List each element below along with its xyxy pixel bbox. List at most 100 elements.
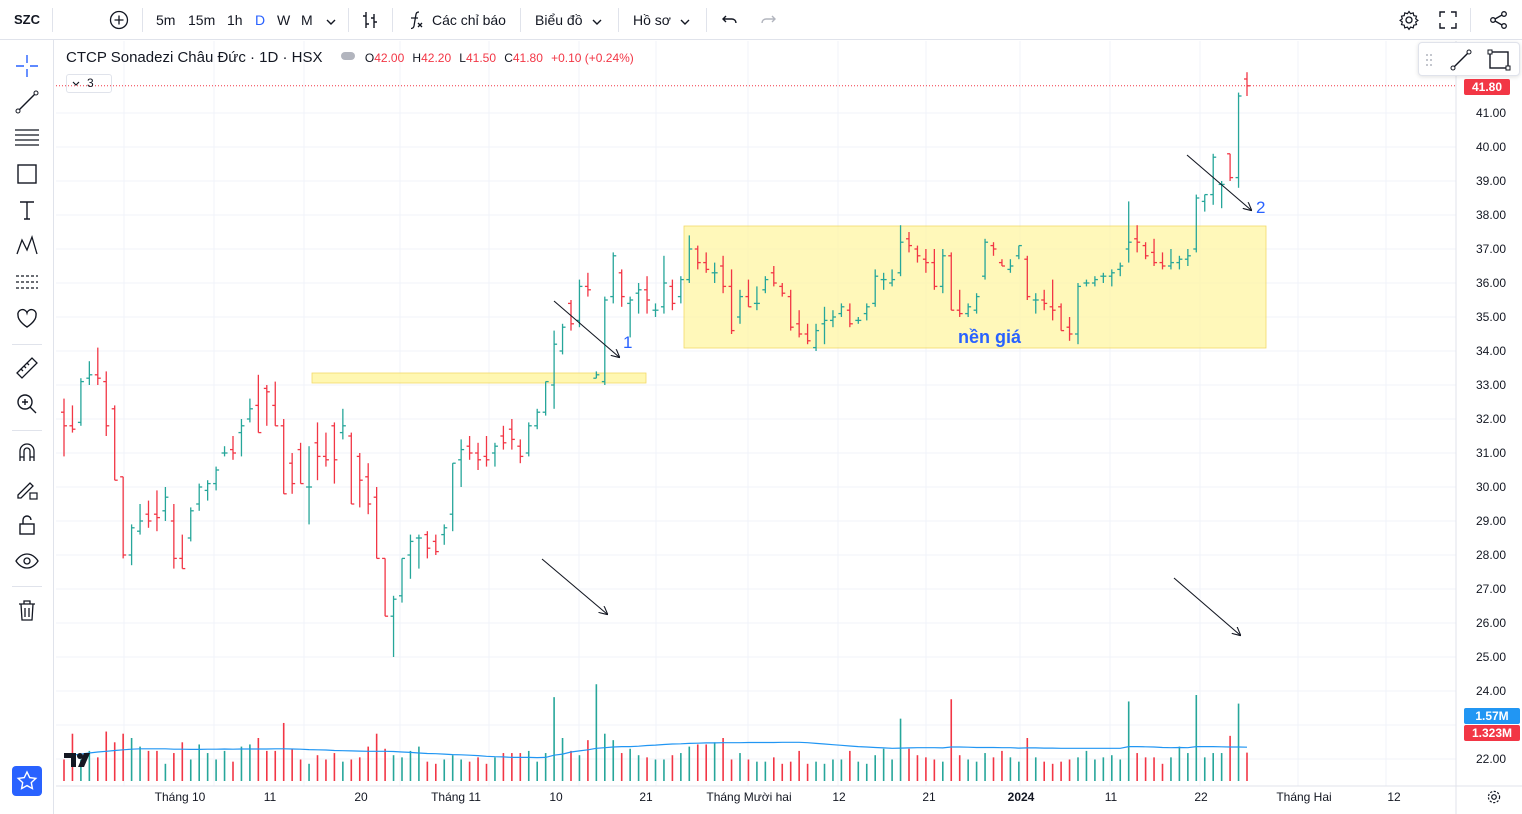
ohlc-bar bbox=[863, 303, 870, 321]
indicators-icon-wrap[interactable] bbox=[407, 9, 427, 31]
measure-tool[interactable] bbox=[13, 354, 41, 382]
price-axis[interactable]: 41.00 40.00 39.00 38.00 37.00 36.00 35.00 34.00… bbox=[1476, 106, 1506, 766]
ohlc-bar bbox=[711, 262, 718, 283]
interval-m[interactable]: M bbox=[301, 12, 313, 28]
indicator-count: 3 bbox=[87, 76, 94, 90]
indicator-collapse-button[interactable]: 3 bbox=[66, 74, 112, 93]
ohlc-bar bbox=[534, 408, 541, 430]
interval-dropdown[interactable] bbox=[324, 12, 338, 26]
chart-settings-gear[interactable] bbox=[1486, 789, 1502, 805]
ohlc-bar bbox=[306, 446, 313, 525]
ohlc-bar bbox=[737, 289, 743, 324]
stay-in-drawing-mode[interactable] bbox=[13, 475, 41, 503]
ohlc-bar bbox=[356, 453, 363, 508]
hide-drawings[interactable] bbox=[13, 547, 41, 575]
price-tick-label: 30.00 bbox=[1476, 480, 1506, 494]
ohlc-bar bbox=[399, 557, 405, 603]
trendline-icon[interactable] bbox=[1449, 48, 1473, 72]
magnet-icon bbox=[19, 443, 35, 461]
price-tick-label: 24.00 bbox=[1476, 684, 1506, 698]
trash-icon bbox=[19, 600, 35, 621]
chart-layout-button[interactable]: Biểu đồ bbox=[535, 12, 583, 28]
indicators-button[interactable]: Các chỉ báo bbox=[432, 12, 506, 28]
redo-button[interactable] bbox=[758, 10, 778, 30]
pattern-tool[interactable] bbox=[13, 232, 41, 260]
ohlc-bar bbox=[956, 289, 963, 317]
magnet-tool[interactable] bbox=[13, 439, 41, 467]
fullscreen-button[interactable] bbox=[1437, 9, 1459, 31]
ohlc-bar bbox=[703, 252, 710, 273]
chart-layout-dropdown[interactable] bbox=[590, 12, 604, 26]
profile-dropdown[interactable] bbox=[678, 12, 692, 26]
undo-button[interactable] bbox=[720, 10, 740, 30]
toolbar-divider bbox=[142, 8, 143, 32]
icon-tool[interactable] bbox=[13, 304, 41, 332]
price-tick-label: 33.00 bbox=[1476, 378, 1506, 392]
remove-drawings[interactable] bbox=[13, 596, 41, 624]
text-tool[interactable] bbox=[13, 196, 41, 224]
ohlc-bar bbox=[1075, 283, 1081, 345]
ohlc-bar bbox=[762, 276, 769, 294]
time-tick-label: Tháng Hai bbox=[1276, 790, 1331, 804]
ohlc-bar bbox=[1066, 317, 1073, 341]
symbol-search-button[interactable]: SZC bbox=[14, 12, 40, 27]
ohlc-bar bbox=[880, 272, 887, 290]
crosshair-tool[interactable] bbox=[13, 52, 41, 80]
ohlc-bar bbox=[1032, 293, 1039, 314]
ohlc-bar bbox=[230, 436, 236, 460]
ohlc-bar bbox=[787, 289, 794, 331]
legend-toggle[interactable] bbox=[340, 52, 355, 60]
ohlc-bar bbox=[677, 276, 684, 304]
fib-tool[interactable] bbox=[13, 124, 41, 152]
interval-w[interactable]: W bbox=[277, 12, 291, 28]
ohlc-bar bbox=[390, 595, 397, 657]
ohlc-bar bbox=[153, 490, 160, 532]
bar-style-button[interactable] bbox=[360, 9, 380, 31]
share-button[interactable] bbox=[1488, 9, 1510, 31]
ohlc-bar bbox=[1142, 242, 1149, 260]
fullscreen-icon bbox=[1439, 11, 1457, 29]
favorites-button[interactable] bbox=[12, 766, 42, 796]
tradingview-logo[interactable] bbox=[62, 748, 98, 772]
time-axis[interactable]: Tháng 10 11 20 Tháng 11 10 21 Tháng Mười hai 12… bbox=[155, 790, 1401, 804]
prediction-tool[interactable] bbox=[13, 268, 41, 296]
toolbar-divider bbox=[12, 344, 42, 345]
chart-legend: CTCP Sonadezi Châu Đức · 1D · HSX O42.00… bbox=[66, 49, 634, 66]
rectangle-tool[interactable] bbox=[13, 160, 41, 188]
toolbar-divider bbox=[12, 430, 42, 431]
price-tick-label: 27.00 bbox=[1476, 582, 1506, 596]
price-tick-label: 32.00 bbox=[1476, 412, 1506, 426]
lock-drawings[interactable] bbox=[13, 511, 41, 539]
volume-ma-tag: 1.57M bbox=[1464, 708, 1520, 724]
fib-retracement-icon bbox=[15, 129, 39, 146]
interval-5m[interactable]: 5m bbox=[156, 12, 176, 28]
ohlc-bar bbox=[1024, 255, 1031, 300]
annotation-arrow bbox=[1186, 154, 1251, 210]
drag-handle-icon[interactable] bbox=[1425, 52, 1433, 68]
legend-title[interactable]: CTCP Sonadezi Châu Đức · 1D · HSX bbox=[66, 49, 323, 66]
chart-grid bbox=[56, 41, 1522, 814]
ohlc-bar bbox=[855, 317, 862, 324]
interval-d[interactable]: D bbox=[255, 12, 266, 28]
ohlc-bar bbox=[314, 422, 321, 481]
rectangle-icon[interactable] bbox=[1487, 48, 1511, 72]
ruler-icon bbox=[16, 357, 38, 379]
compare-add-button[interactable] bbox=[108, 9, 130, 31]
pencil-lock-icon bbox=[17, 482, 38, 500]
ohlc-bar bbox=[94, 347, 101, 385]
ohlc-bar bbox=[69, 405, 76, 433]
legend-open-label: O bbox=[364, 51, 375, 65]
profile-button[interactable]: Hồ sơ bbox=[633, 12, 671, 28]
legend-close-label: C bbox=[504, 51, 513, 65]
zoom-tool[interactable] bbox=[13, 390, 41, 418]
legend-low-label: L bbox=[459, 51, 466, 65]
price-chart[interactable]: 41.00 40.00 39.00 38.00 37.00 36.00 35.00 34.00… bbox=[56, 41, 1522, 814]
plus-circle-icon bbox=[109, 10, 129, 30]
settings-button[interactable] bbox=[1398, 9, 1420, 31]
interval-15m[interactable]: 15m bbox=[188, 12, 216, 28]
trendline-tool[interactable] bbox=[13, 88, 41, 116]
eye-icon bbox=[15, 553, 39, 569]
interval-1h[interactable]: 1h bbox=[227, 12, 243, 28]
ohlc-bar bbox=[872, 269, 879, 307]
ohlc-bar bbox=[1176, 255, 1183, 270]
